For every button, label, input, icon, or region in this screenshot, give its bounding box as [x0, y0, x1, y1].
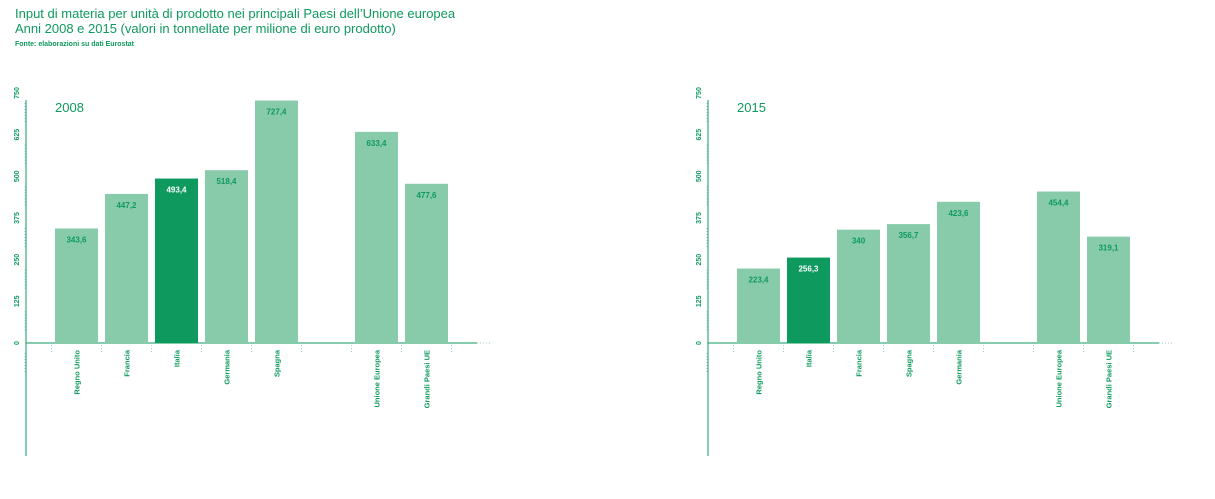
category-label-italia: Italia [173, 349, 182, 367]
data-label-regno-unito: 343,6 [66, 235, 87, 244]
data-label-spagna: 727,4 [266, 108, 287, 117]
bar-francia [105, 193, 148, 343]
data-label-italia: 493,4 [166, 186, 187, 195]
data-label-italia: 256,3 [798, 265, 819, 274]
bar-spagna [887, 224, 930, 343]
data-label-unione-europea: 454,4 [1048, 199, 1069, 208]
chart-title-line-1: Input di materia per unità di prodotto n… [15, 6, 456, 21]
data-label-germania: 423,6 [948, 209, 969, 218]
category-label-spagna: Spagna [273, 349, 282, 377]
y-tick-label: 375 [14, 212, 21, 224]
bar-francia [837, 229, 880, 343]
category-label-regno-unito: Regno Unito [73, 350, 82, 395]
category-label-italia: Italia [805, 349, 814, 367]
chart-year-label: 2015 [737, 100, 766, 115]
bar-grandi-paesi-ue [1087, 236, 1130, 343]
y-tick-label: 250 [696, 254, 703, 266]
y-tick-label: 500 [14, 170, 21, 182]
data-label-francia: 340 [852, 237, 866, 246]
y-tick-label: 0 [14, 341, 21, 345]
data-label-unione-europea: 633,4 [366, 139, 387, 148]
bar-germania [937, 201, 980, 343]
category-label-francia: Francia [855, 349, 864, 377]
data-label-grandi-paesi-ue: 477,6 [416, 191, 437, 200]
y-tick-label: 125 [696, 295, 703, 307]
y-tick-label: 0 [696, 341, 703, 345]
bar-unione-europea [355, 131, 398, 343]
chart-source: Fonte: elaborazioni su dati Eurostat [15, 41, 135, 48]
data-label-regno-unito: 223,4 [748, 276, 769, 285]
bar-italia [787, 257, 830, 343]
y-tick-label: 500 [696, 170, 703, 182]
category-label-grandi-paesi-ue: Grandi Paesi UE [1105, 350, 1114, 408]
chart-year-label: 2008 [55, 100, 84, 115]
bar-unione-europea [1037, 191, 1080, 343]
chart-header: Input di materia per unità di prodotto n… [15, 6, 455, 48]
bar-chart-2015: 0 125 250 375 500 625 750 2015 223,4 Regno Unito 2… [696, 87, 1172, 456]
chart-title-line-2: Anni 2008 e 2015 (valori in tonnellate p… [15, 21, 396, 36]
category-label-spagna: Spagna [905, 349, 914, 377]
bar-regno-unito [737, 268, 780, 343]
y-tick-label: 625 [696, 129, 703, 141]
bar-italia [155, 178, 198, 343]
category-label-unione-europea: Unione Europea [373, 349, 382, 407]
bar-spagna [255, 100, 298, 344]
data-label-spagna: 356,7 [898, 231, 919, 240]
y-tick-label: 625 [14, 129, 21, 141]
bar-chart-2008: 0 125 250 375 500 625 750 2008 343,6 Regno Unito 4… [14, 87, 490, 456]
data-label-francia: 447,2 [116, 201, 137, 210]
y-tick-label: 125 [14, 295, 21, 307]
data-label-germania: 518,4 [216, 177, 237, 186]
y-tick-label: 750 [696, 87, 703, 99]
data-label-grandi-paesi-ue: 319,1 [1098, 244, 1119, 253]
y-tick-label: 250 [14, 254, 21, 266]
y-tick-label: 375 [696, 212, 703, 224]
category-label-germania: Germania [955, 349, 964, 384]
y-tick-label: 750 [14, 87, 21, 99]
category-label-unione-europea: Unione Europea [1055, 349, 1064, 407]
bar-grandi-paesi-ue [405, 183, 448, 343]
category-label-regno-unito: Regno Unito [755, 350, 764, 395]
category-label-francia: Francia [123, 349, 132, 377]
category-label-germania: Germania [223, 349, 232, 384]
bar-regno-unito [55, 228, 98, 343]
bar-germania [205, 170, 248, 343]
category-label-grandi-paesi-ue: Grandi Paesi UE [423, 350, 432, 408]
